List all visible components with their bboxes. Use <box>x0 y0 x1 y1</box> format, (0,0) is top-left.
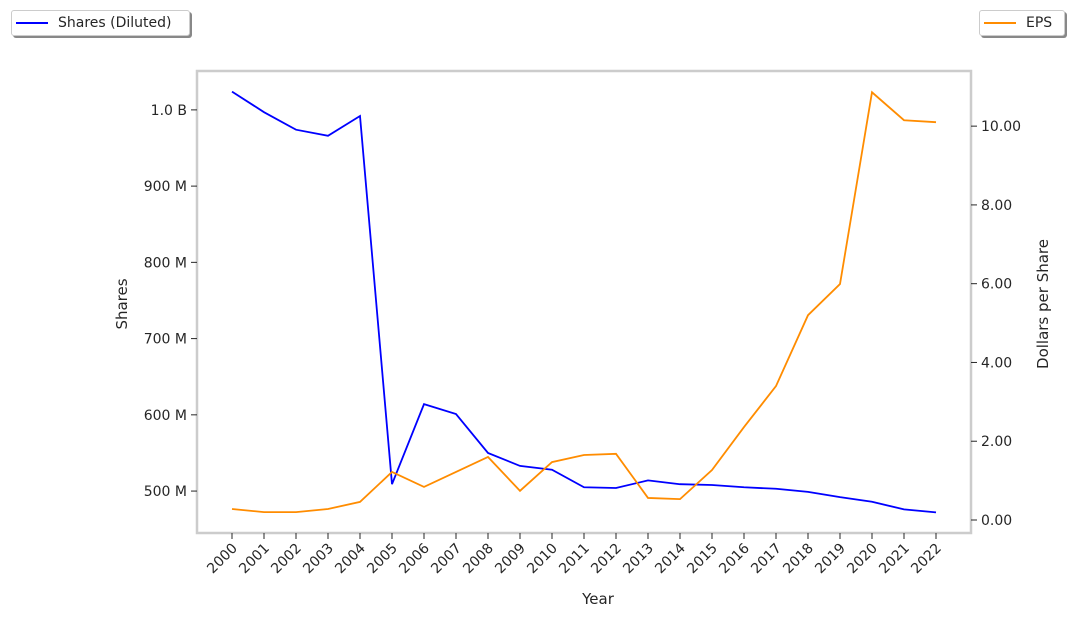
y-left-tick-label: 900 M <box>144 179 187 195</box>
legend-eps: EPS <box>979 10 1065 36</box>
x-tick-label: 2005 <box>364 541 401 578</box>
legend-shares: Shares (Diluted) <box>11 10 190 36</box>
y-right-tick-label: 4.00 <box>981 355 1012 371</box>
x-tick-label: 2011 <box>556 541 593 578</box>
x-tick-label: 2002 <box>268 541 305 578</box>
x-tick-label: 2022 <box>908 541 945 578</box>
x-tick-label: 2019 <box>812 541 849 578</box>
plot-frame <box>195 69 973 535</box>
y-right-tick-label: 8.00 <box>981 198 1012 214</box>
x-tick-label: 2000 <box>204 541 241 578</box>
y-axis-right-label: Dollars per Share <box>1034 239 1052 369</box>
x-tick-label: 2010 <box>524 541 561 578</box>
x-tick-label: 2004 <box>332 540 369 577</box>
y-left-tick-label: 600 M <box>144 408 187 424</box>
x-tick-label: 2013 <box>620 541 657 578</box>
x-tick-label: 2015 <box>684 541 721 578</box>
y-right-tick-label: 0.00 <box>981 513 1012 529</box>
x-tick-label: 2014 <box>652 540 689 577</box>
y-right-tick-label: 6.00 <box>981 277 1012 293</box>
x-tick-label: 2008 <box>460 541 497 578</box>
x-tick-label: 2009 <box>492 541 529 578</box>
x-tick-label: 2018 <box>780 541 817 578</box>
legend-swatch-eps <box>984 22 1016 24</box>
y-left-tick-label: 800 M <box>144 255 187 271</box>
x-tick-label: 2016 <box>716 540 753 577</box>
x-tick-label: 2006 <box>396 540 433 577</box>
y-left-tick-label: 700 M <box>144 332 187 348</box>
legend-swatch-shares <box>16 22 48 24</box>
y-left-tick-label: 1.0 B <box>151 103 187 119</box>
x-tick-label: 2017 <box>748 541 785 578</box>
y-right-tick-label: 10.00 <box>981 119 1021 135</box>
legend-label-eps: EPS <box>1026 15 1053 31</box>
x-tick-label: 2007 <box>428 541 465 578</box>
y-axis-left-label: Shares <box>113 278 131 329</box>
x-tick-label: 2001 <box>236 541 273 578</box>
legend-label-shares: Shares (Diluted) <box>58 15 172 31</box>
x-tick-label: 2003 <box>300 541 337 578</box>
series-line-shares <box>231 90 937 514</box>
x-axis-label: Year <box>581 590 615 608</box>
y-left-tick-label: 500 M <box>144 484 187 500</box>
y-right-tick-label: 2.00 <box>981 434 1012 450</box>
x-tick-label: 2012 <box>588 541 625 578</box>
x-tick-label: 2020 <box>844 541 881 578</box>
series-line-eps <box>231 90 937 514</box>
x-tick-label: 2021 <box>876 541 913 578</box>
